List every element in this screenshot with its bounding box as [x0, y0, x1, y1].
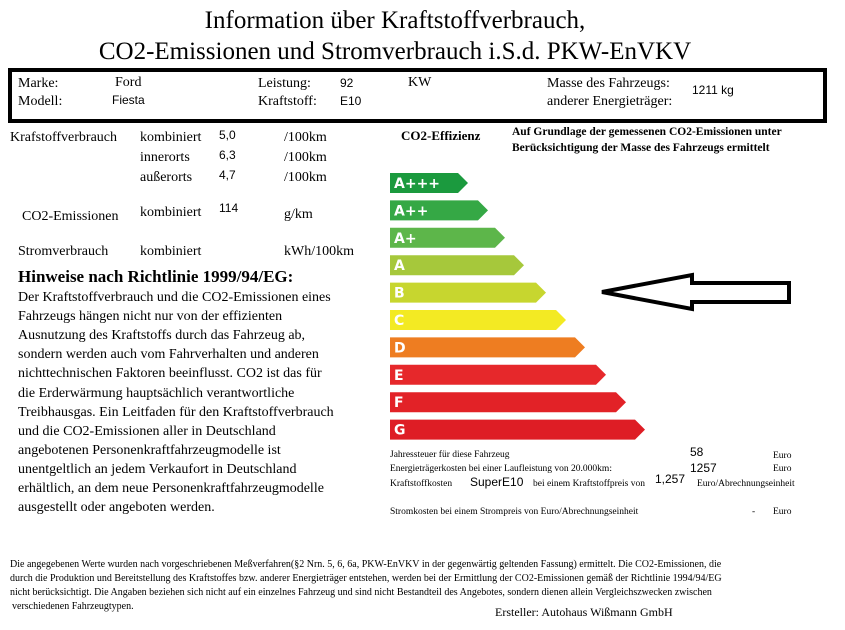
class-bar	[390, 173, 468, 193]
class-label: D	[394, 340, 406, 356]
class-label: E	[394, 368, 404, 384]
unit: /100km	[284, 130, 327, 145]
unit: Euro	[773, 451, 792, 461]
value: 92	[340, 76, 354, 90]
notes-line: Fahrzeugs hängen nicht nur von der effiz…	[18, 309, 283, 325]
title: Information über Kraftstoffverbrauch,	[204, 7, 586, 34]
class-label: A	[394, 258, 405, 274]
notes-line: Ausnutzung des Kraftstoffs durch das Fah…	[18, 328, 306, 344]
unit: KW	[408, 75, 432, 90]
cost-value: 1257	[690, 461, 717, 475]
kind: kombiniert	[140, 130, 202, 145]
label: Leistung:	[258, 76, 311, 91]
cost-label: Kraftstoffkosten	[390, 479, 453, 489]
class-bar	[390, 419, 645, 440]
unit: /100km	[284, 150, 327, 165]
value: 5,0	[219, 128, 236, 142]
label: Modell:	[18, 94, 63, 109]
class-label: F	[394, 395, 404, 411]
class-label: B	[394, 286, 405, 302]
cost-label: Jahressteuer für diese Fahrzeug	[390, 450, 510, 460]
label: Kraftstoff:	[258, 94, 317, 109]
fuel-type: SuperE10	[470, 475, 524, 489]
efficiency-note: Auf Grundlage der gemessenen CO2-Emissio…	[512, 126, 782, 138]
label: Masse des Fahrzeugs:	[547, 76, 670, 91]
cost-value: 58	[690, 445, 704, 459]
label: anderer Energieträger:	[547, 94, 673, 109]
notes-line: angebotenen Personenkraftfahrzeugmodelle…	[18, 442, 281, 458]
efficiency-title: CO2-Effizienz	[401, 128, 481, 143]
cost-value: -	[752, 507, 756, 517]
notes-line: ausgestellt oder angeboten werden.	[18, 500, 215, 516]
class-label: G	[394, 423, 406, 439]
notes-line: sondern werden auch vom Fahrverhalten un…	[18, 347, 319, 363]
unit: kWh/100km	[284, 244, 354, 259]
label: Stromverbrauch	[18, 244, 109, 259]
notes-line: unentgeltlich an jedem Verkaufort in Deu…	[18, 461, 297, 477]
kind: außerorts	[140, 170, 193, 185]
value: Fiesta	[112, 93, 145, 107]
unit: Euro/Abrechnungseinheit	[697, 479, 795, 489]
value: 4,7	[219, 168, 236, 182]
notes-title: Hinweise nach Richtlinie 1999/94/EG:	[18, 267, 294, 286]
class-label: A+++	[394, 176, 440, 192]
label: Marke:	[18, 76, 59, 91]
class-label: A++	[394, 203, 428, 219]
notes-line: nichttechnischen Faktoren beeinflusst. C…	[18, 366, 322, 382]
class-bar	[390, 337, 585, 358]
kind: kombiniert	[140, 205, 202, 220]
notes-line: Treibhausgas. Ein Leitfaden für den Kraf…	[18, 404, 334, 420]
unit: g/km	[284, 207, 313, 222]
class-bar	[390, 200, 488, 221]
class-bar	[390, 392, 626, 413]
label: CO2-Emissionen	[22, 209, 119, 224]
cost-label: Energieträgerkosten bei einer Laufleistu…	[390, 464, 612, 474]
unit: Euro	[773, 464, 792, 474]
value: 6,3	[219, 148, 236, 162]
vehicle-box	[8, 68, 827, 123]
class-label: C	[394, 313, 404, 329]
kind: kombiniert	[140, 244, 202, 259]
unit: Euro	[773, 507, 792, 517]
value: 114	[219, 201, 239, 215]
class-bar	[390, 227, 505, 248]
notes-line: Der Kraftstoffverbrauch und die CO2-Emis…	[18, 290, 331, 305]
cost-label: bei einem Kraftstoffpreis von	[533, 479, 645, 489]
class-label: A+	[394, 231, 417, 247]
notes-line: erhältlich, an dem neue Personenkraftfah…	[18, 481, 324, 496]
footer-line: Die angegebenen Werte wurden nach vorges…	[10, 559, 722, 570]
class-bar	[390, 255, 524, 276]
cost-value: 1,257	[655, 472, 686, 486]
kind: innerorts	[140, 150, 190, 165]
value: 1211 kg	[692, 83, 734, 97]
footer-line: verschiedenen Fahrzeugtypen.	[12, 601, 134, 612]
class-bar	[390, 310, 566, 330]
class-bar	[390, 282, 546, 303]
cost-label: Stromkosten bei einem Strompreis von Eur…	[390, 507, 639, 517]
class-pointer	[601, 272, 791, 312]
title: CO2-Emissionen und Stromverbrauch i.S.d.…	[98, 38, 692, 65]
value: E10	[340, 94, 362, 108]
unit: /100km	[284, 170, 327, 185]
notes-line: die Erderwärmung hauptsächlich verantwor…	[18, 385, 295, 401]
creator: Ersteller: Autohaus Wißmann GmbH	[495, 605, 673, 619]
footer-line: durch die Produktion und Bereitstellung …	[10, 573, 722, 584]
efficiency-note: Berücksichtigung der Masse des Fahrzeugs…	[512, 142, 770, 154]
value: Ford	[115, 75, 142, 90]
notes-line: und die CO2-Emissionen aller in Deutschl…	[18, 423, 276, 439]
class-bar	[390, 364, 606, 385]
label: Krafstoffverbrauch	[10, 130, 118, 145]
footer-line: nicht berücksichtigt. Die Angaben bezieh…	[10, 587, 712, 598]
